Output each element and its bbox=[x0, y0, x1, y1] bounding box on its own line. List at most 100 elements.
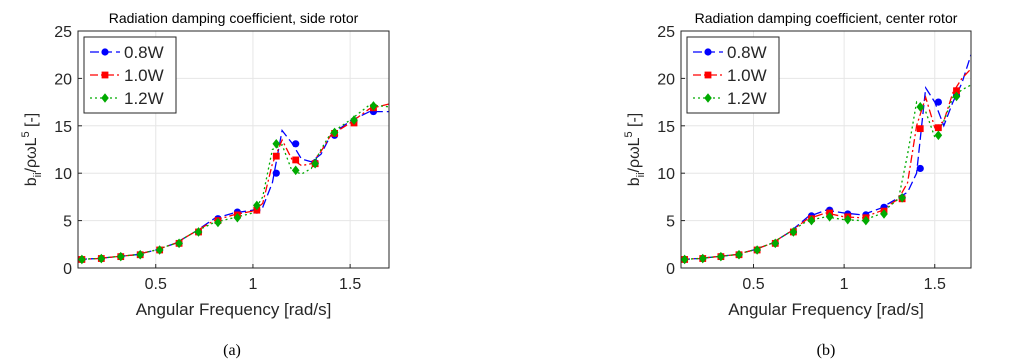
series-line-0.8W bbox=[78, 110, 389, 261]
data-point-0.8W bbox=[272, 169, 280, 177]
chart-title: Radiation damping coefficient, side roto… bbox=[109, 10, 359, 26]
plot-frame bbox=[680, 30, 972, 269]
data-point-1.2W bbox=[880, 209, 888, 219]
data-point-1.2W bbox=[952, 91, 961, 102]
x-tick-label: 0.5 bbox=[145, 276, 167, 293]
y-axis-label-part: ii bbox=[32, 172, 44, 177]
legend-marker-1.2W bbox=[704, 93, 712, 103]
data-point-1.2W bbox=[155, 245, 164, 255]
data-point-1.2W bbox=[369, 101, 378, 111]
series-line-1.0W bbox=[78, 103, 389, 261]
data-point-1.2W bbox=[807, 215, 816, 226]
y-tick-label: 15 bbox=[657, 119, 675, 136]
data-point-1.2W bbox=[233, 212, 242, 223]
data-point-1.2W bbox=[175, 238, 183, 249]
data-point-1.2W bbox=[825, 212, 834, 222]
y-tick-label: 5 bbox=[63, 214, 72, 231]
legend-marker-0.8W bbox=[101, 48, 109, 56]
y-tick-label: 15 bbox=[54, 119, 72, 136]
legend-label: 1.0W bbox=[124, 66, 164, 85]
data-point-0.8W bbox=[916, 164, 924, 173]
data-point-1.2W bbox=[698, 253, 707, 264]
legend-label: 0.8W bbox=[727, 43, 767, 62]
data-point-1.2W bbox=[214, 217, 222, 228]
data-point-0.8W bbox=[292, 140, 300, 148]
y-axis-label-part: /ρωL bbox=[23, 137, 40, 172]
y-axis-label: bii/ρωL5 [-] bbox=[20, 113, 44, 187]
data-point-1.2W bbox=[934, 130, 943, 141]
data-point-1.2W bbox=[771, 238, 780, 249]
data-point-1.2W bbox=[717, 251, 725, 262]
data-point-1.0W bbox=[272, 152, 280, 160]
panel-caption: (b) bbox=[817, 342, 836, 359]
data-point-1.0W bbox=[916, 125, 924, 133]
y-tick-label: 0 bbox=[666, 261, 675, 278]
chart-panel-1: 0 5 10 15 20 25 0.5 1 1.5 Radiation damping coeff… bbox=[20, 10, 390, 359]
x-axis-label: Angular Frequency [rad/s] bbox=[136, 300, 332, 319]
data-point-1.2W bbox=[753, 245, 761, 255]
data-point-1.2W bbox=[78, 254, 86, 265]
legend-box bbox=[83, 36, 177, 114]
y-axis-label-part: b bbox=[23, 177, 40, 186]
y-axis-label-part: 5 bbox=[20, 131, 32, 137]
data-point-1.2W bbox=[253, 200, 261, 211]
y-axis-label-part: 5 bbox=[623, 131, 635, 137]
y-axis-label-part: b bbox=[626, 177, 643, 186]
y-tick-label: 25 bbox=[54, 24, 72, 41]
data-point-1.2W bbox=[97, 253, 106, 264]
data-point-0.8W bbox=[934, 98, 942, 106]
panel-caption: (a) bbox=[223, 342, 241, 359]
y-tick-label: 5 bbox=[666, 214, 675, 231]
legend-marker-0.8W bbox=[704, 48, 712, 56]
data-point-1.2W bbox=[194, 227, 203, 237]
y-axis-label-part: /ρωL bbox=[626, 137, 643, 172]
data-point-1.0W bbox=[292, 156, 300, 164]
data-point-1.2W bbox=[916, 102, 925, 112]
data-point-1.2W bbox=[843, 214, 852, 225]
data-point-1.2W bbox=[272, 139, 281, 149]
data-point-1.2W bbox=[789, 227, 798, 237]
y-tick-label: 10 bbox=[657, 166, 675, 183]
plot-frame bbox=[77, 30, 390, 269]
legend-marker-1.2W bbox=[101, 93, 109, 103]
legend-label: 0.8W bbox=[124, 43, 164, 62]
data-point-1.2W bbox=[136, 249, 144, 260]
chart-panel-2: 0 5 10 15 20 25 0.5 1 1.5 Radiation damping coeff… bbox=[623, 10, 972, 359]
legend-box bbox=[686, 36, 780, 114]
y-tick-label: 25 bbox=[657, 24, 675, 41]
chart-title: Radiation damping coefficient, center ro… bbox=[695, 10, 958, 26]
legend-label: 1.0W bbox=[727, 66, 767, 85]
x-axis-label: Angular Frequency [rad/s] bbox=[728, 300, 924, 319]
data-point-1.2W bbox=[116, 251, 125, 262]
x-tick-label: 1 bbox=[840, 276, 849, 293]
x-tick-label: 1.5 bbox=[339, 276, 361, 293]
y-tick-label: 10 bbox=[54, 166, 72, 183]
y-axis-label: bii/ρωL5 [-] bbox=[623, 113, 647, 187]
data-point-1.2W bbox=[680, 254, 689, 265]
y-axis-label-part: [-] bbox=[626, 113, 643, 132]
legend-marker-1.0W bbox=[704, 71, 712, 79]
data-point-1.2W bbox=[330, 127, 339, 138]
data-point-1.2W bbox=[311, 158, 319, 169]
data-point-1.2W bbox=[898, 193, 906, 203]
data-point-1.2W bbox=[862, 215, 870, 226]
y-axis-label-part: ii bbox=[635, 172, 647, 177]
legend-label: 1.2W bbox=[727, 89, 767, 108]
legend-label: 1.2W bbox=[124, 89, 164, 108]
y-tick-label: 0 bbox=[63, 261, 72, 278]
y-tick-label: 20 bbox=[657, 71, 675, 88]
y-tick-label: 20 bbox=[54, 71, 72, 88]
legend-marker-1.0W bbox=[101, 71, 109, 79]
legend: 0.8W 1.0W 1.2W bbox=[686, 36, 780, 114]
x-tick-label: 1 bbox=[248, 276, 257, 293]
data-point-1.2W bbox=[350, 115, 358, 125]
data-point-1.0W bbox=[953, 87, 960, 95]
x-tick-label: 1.5 bbox=[924, 276, 946, 293]
y-axis-label-part: [-] bbox=[23, 113, 40, 132]
data-point-1.2W bbox=[291, 165, 300, 176]
legend: 0.8W 1.0W 1.2W bbox=[83, 36, 177, 114]
x-tick-label: 0.5 bbox=[742, 276, 764, 293]
data-point-1.2W bbox=[735, 249, 743, 260]
data-point-1.0W bbox=[934, 124, 942, 132]
